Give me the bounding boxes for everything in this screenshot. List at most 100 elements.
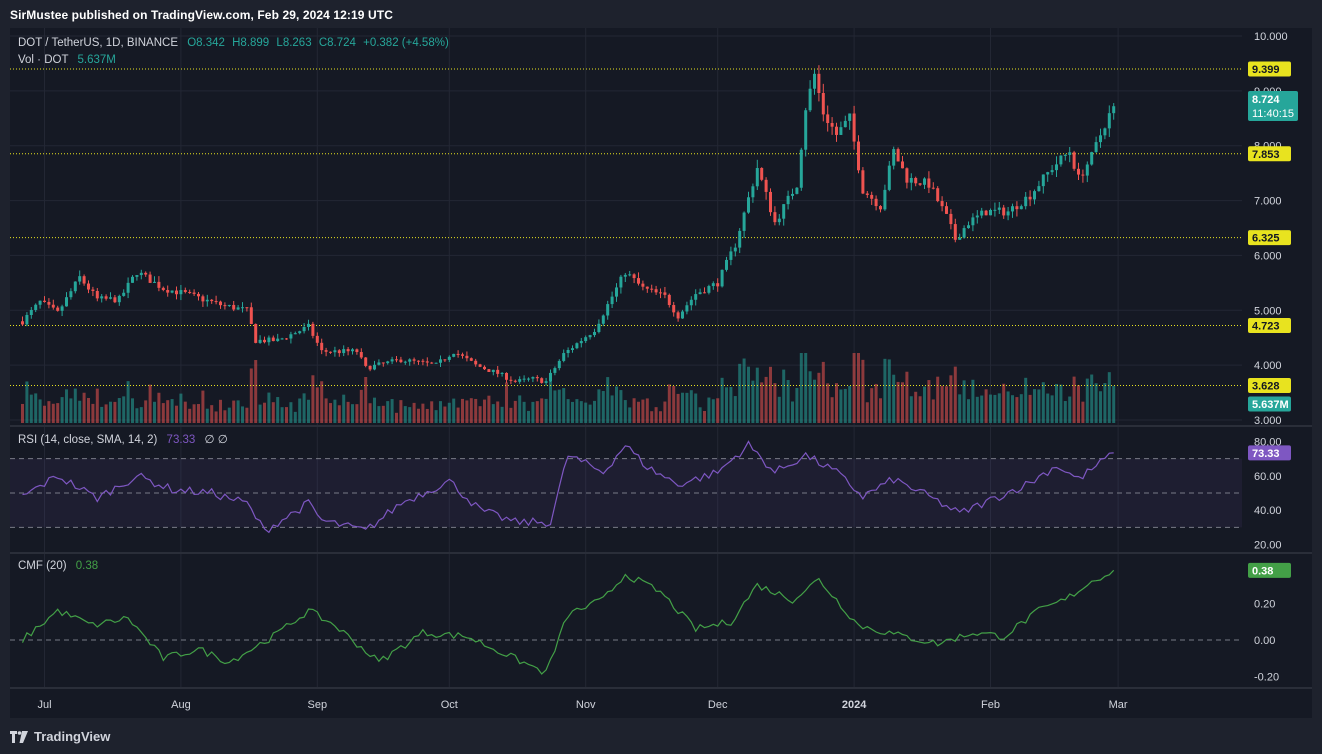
candle-body (606, 304, 610, 316)
candle-body (214, 301, 218, 303)
candle-body (368, 365, 372, 370)
candle-body (487, 369, 491, 373)
volume-bar (276, 397, 280, 423)
candle-body (1059, 155, 1063, 165)
volume-bar (496, 401, 500, 423)
volume-bar (355, 404, 359, 423)
candle-body (469, 358, 473, 361)
chart-area[interactable]: 10.0009.0008.0007.0006.0005.0004.0003.00… (10, 28, 1312, 718)
volume-bar (676, 393, 680, 423)
candle-body (131, 276, 134, 283)
volume-bar (280, 407, 284, 423)
volume-bar (263, 402, 266, 423)
volume-bar (443, 406, 447, 423)
candle-body (711, 283, 715, 287)
last-volume-tag-bg (1248, 396, 1291, 412)
volume-bar (500, 406, 504, 423)
volume-bar (760, 382, 764, 423)
candle-body (738, 230, 742, 248)
candle-body (126, 282, 130, 293)
volume-bar (197, 404, 200, 423)
level-tag-bg (1248, 61, 1291, 77)
candle-body (848, 113, 852, 121)
candle-body (452, 353, 456, 357)
volume-bar (175, 405, 178, 423)
cmf-value-tag: 0.38 (1252, 565, 1273, 577)
volume-bar (698, 407, 702, 423)
volume-bar (549, 380, 552, 423)
volume-bar (641, 399, 645, 423)
volume-bar (777, 396, 781, 423)
volume-bar (109, 401, 112, 423)
candle-body (276, 338, 280, 342)
volume-bar (51, 403, 55, 423)
candle-body (953, 224, 957, 240)
volume-bar (254, 360, 258, 423)
volume-bar (835, 383, 838, 423)
candle-body (223, 305, 227, 307)
candle-body (1107, 113, 1111, 129)
candle-body (588, 335, 592, 338)
volume-bar (403, 406, 407, 423)
candle-body (795, 187, 799, 194)
volume-bar (689, 390, 693, 423)
volume-bar (936, 376, 940, 423)
candle-body (144, 272, 148, 275)
candle-body (540, 378, 544, 383)
candle-body (399, 359, 403, 363)
candle-body (430, 362, 434, 364)
candle-body (1050, 170, 1054, 173)
tradingview-logo[interactable]: TradingView (10, 729, 110, 744)
volume-bar (324, 398, 328, 423)
time-tick-label: Aug (171, 699, 191, 711)
volume-bar (619, 390, 623, 423)
volume-bar (522, 401, 526, 423)
candle-body (522, 378, 526, 380)
chart-canvas[interactable]: 10.0009.0008.0007.0006.0005.0004.0003.00… (10, 28, 1312, 718)
candle-body (720, 269, 724, 287)
cmf-legend[interactable]: CMF (20) 0.38 (18, 560, 98, 572)
volume-bar (584, 402, 588, 423)
candle-body (777, 218, 781, 223)
cmf-pane (10, 569, 1242, 675)
volume-bar (1107, 372, 1111, 423)
volume-bar (1085, 378, 1089, 423)
candle-body (531, 377, 535, 379)
volume-bar (931, 399, 935, 423)
candle-body (412, 359, 416, 361)
rsi-legend[interactable]: RSI (14, close, SMA, 14, 2) 73.33 ∅ ∅ (18, 434, 228, 446)
candle-body (474, 360, 478, 365)
volume-bar (703, 410, 706, 423)
level-tag-bg (1248, 146, 1291, 162)
volume-bar (183, 401, 187, 423)
candle-body (95, 290, 99, 299)
cmf-tick-label: -0.20 (1254, 672, 1279, 684)
volume-bar (91, 403, 95, 423)
symbol-title[interactable]: DOT / TetherUS, 1D, BINANCE O8.342 H8.89… (18, 37, 449, 49)
volume-bar (887, 359, 891, 423)
candle-body (623, 274, 627, 277)
volume-legend[interactable]: Vol · DOT 5.637M (18, 54, 116, 66)
volume-bar (571, 401, 574, 423)
candle-body (403, 361, 407, 363)
candle-body (707, 286, 711, 293)
volume-bar (1028, 394, 1032, 423)
volume-bar (315, 387, 319, 423)
volume-bar (923, 386, 926, 423)
horizontal-levels (10, 68, 1242, 387)
candle-body (161, 287, 165, 291)
candle-body (610, 296, 614, 305)
candle-body (201, 296, 205, 302)
candle-body (1041, 174, 1045, 187)
volume-bar (153, 401, 156, 423)
volume-bar (469, 398, 473, 423)
volume-bar (293, 411, 297, 423)
candle-body (663, 292, 667, 295)
candle-body (465, 355, 469, 359)
candle-body (883, 189, 887, 210)
volume-bar (483, 399, 486, 423)
candle-body (56, 307, 60, 311)
volume-bar (725, 387, 728, 423)
volume-bar (188, 408, 192, 423)
last-price-tag-bg (1248, 90, 1298, 121)
